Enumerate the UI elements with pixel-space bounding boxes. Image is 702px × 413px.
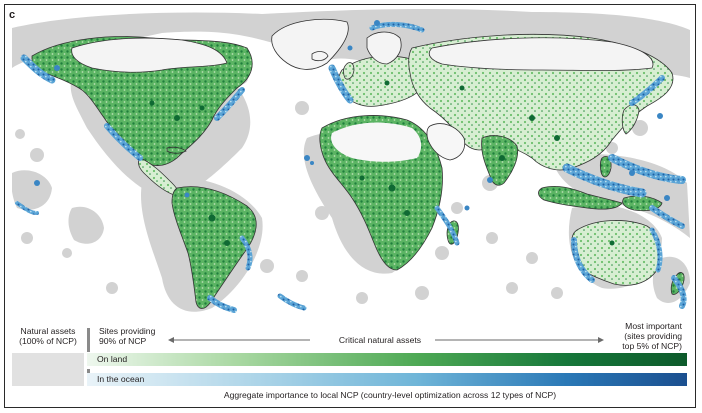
south-america [171, 186, 257, 309]
on-land-label: On land [97, 354, 128, 364]
ocean-ncp-bands [15, 21, 687, 313]
legend-sites-90: Sites providing 90% of NCP [99, 326, 156, 346]
in-ocean-label: In the ocean [97, 374, 145, 384]
panel-letter: c [9, 9, 16, 21]
legend-most-important: Most important (sites providing top 5% o… [622, 321, 682, 351]
ocean-island-dots [34, 20, 670, 211]
arabia [426, 123, 466, 161]
natural-assets-gray-cell [12, 353, 84, 386]
divider-solid [87, 328, 90, 352]
indonesia [538, 186, 623, 210]
scandinavia [366, 31, 402, 65]
legend-natural-assets: Natural assets (100% of NCP) [19, 326, 77, 346]
divider-dashed [87, 353, 90, 386]
world-map [11, 8, 690, 320]
uk [343, 62, 355, 80]
greenland [271, 18, 349, 70]
landmasses [31, 18, 685, 309]
canada-north [71, 37, 228, 73]
india [481, 135, 519, 186]
sahara [331, 122, 422, 162]
critical-arrow [168, 337, 604, 343]
land-gradient-bar: On land [87, 353, 687, 366]
world-map-svg [11, 8, 690, 313]
siberia [428, 37, 654, 71]
land-hotspots [149, 80, 615, 246]
legend-critical-assets: Critical natural assets [338, 335, 422, 345]
legend-caption: Aggregate importance to local NCP (count… [223, 390, 557, 400]
legend: Natural assets (100% of NCP) Sites provi… [0, 318, 702, 413]
iceland [311, 51, 329, 62]
cuba [166, 146, 187, 154]
ocean-gradient-bar: In the ocean [87, 373, 687, 386]
